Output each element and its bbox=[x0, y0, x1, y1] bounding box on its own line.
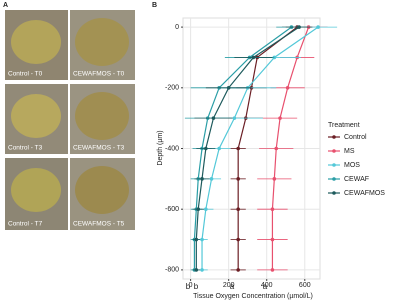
legend-title: Treatment bbox=[328, 122, 360, 129]
y-tick-label: 0 bbox=[175, 24, 179, 31]
point bbox=[274, 146, 279, 151]
point bbox=[226, 86, 231, 90]
point bbox=[200, 177, 204, 181]
photo: CEWAFMOS - T3 bbox=[70, 84, 135, 154]
point bbox=[232, 116, 237, 120]
photo: Control - T0 bbox=[5, 10, 68, 80]
annotation: b bbox=[194, 282, 199, 291]
point bbox=[270, 268, 275, 272]
point bbox=[236, 268, 240, 272]
point bbox=[270, 207, 275, 211]
x-tick-label: 400 bbox=[261, 282, 273, 289]
photo-label: CEWAFMOS - T5 bbox=[73, 221, 125, 228]
annotation: a bbox=[230, 282, 235, 291]
legend-label: Control bbox=[344, 134, 367, 141]
point bbox=[278, 116, 282, 120]
point bbox=[200, 237, 204, 242]
legend-swatch bbox=[332, 149, 336, 153]
legend-swatch bbox=[332, 191, 336, 195]
point bbox=[236, 146, 240, 151]
legend-label: CEWAF bbox=[344, 176, 369, 183]
legend-label: MOS bbox=[344, 162, 360, 169]
photo-label: CEWAFMOS - T3 bbox=[73, 145, 125, 152]
annotation: b bbox=[186, 282, 191, 291]
legend-label: CEWAFMOS bbox=[344, 190, 385, 197]
point bbox=[211, 116, 216, 120]
photo-label: Control - T7 bbox=[8, 221, 43, 228]
photos: Control - T0 CEWAFMOS - T0 Control - T3 … bbox=[5, 10, 135, 230]
x-tick-label: 200 bbox=[223, 282, 235, 289]
point bbox=[217, 146, 221, 151]
panel-label: B bbox=[152, 2, 157, 9]
point bbox=[251, 55, 256, 60]
point bbox=[272, 177, 277, 181]
point bbox=[194, 268, 199, 272]
y-tick-label: -200 bbox=[165, 85, 179, 92]
point bbox=[236, 177, 240, 181]
legend-swatch bbox=[332, 177, 336, 181]
point bbox=[196, 207, 201, 211]
y-tick-label: -800 bbox=[165, 267, 179, 274]
photo-label: Control - T0 bbox=[8, 71, 43, 78]
y-axis-title: Depth (µm) bbox=[157, 130, 164, 165]
photo: Control - T3 bbox=[5, 84, 68, 154]
y-tick-label: -600 bbox=[165, 206, 179, 213]
point bbox=[272, 55, 277, 60]
point bbox=[204, 146, 208, 151]
point bbox=[297, 25, 301, 29]
photo: Control - T7 bbox=[5, 158, 68, 230]
annotation: a bbox=[263, 282, 268, 291]
photo-label: Control - T3 bbox=[8, 145, 43, 152]
panel-label: A bbox=[3, 2, 8, 9]
point bbox=[270, 237, 275, 242]
y-tick-label: -400 bbox=[165, 145, 179, 152]
point bbox=[209, 177, 214, 181]
legend-label: MS bbox=[344, 148, 355, 155]
point bbox=[194, 237, 199, 242]
x-tick-label: 0 bbox=[189, 282, 193, 289]
point bbox=[204, 207, 208, 211]
photo-label: CEWAFMOS - T0 bbox=[73, 71, 125, 78]
point bbox=[316, 25, 320, 29]
x-axis-title: Tissue Oxygen Concentration (µmol/L) bbox=[193, 293, 313, 300]
x-tick-label: 600 bbox=[299, 282, 311, 289]
point bbox=[236, 237, 240, 242]
point bbox=[285, 86, 290, 90]
legend-swatch bbox=[332, 135, 336, 139]
legend-swatch bbox=[332, 163, 336, 167]
photo: CEWAFMOS - T0 bbox=[70, 10, 135, 80]
point bbox=[200, 268, 204, 272]
point bbox=[236, 207, 240, 211]
photo: CEWAFMOS - T5 bbox=[70, 158, 135, 230]
